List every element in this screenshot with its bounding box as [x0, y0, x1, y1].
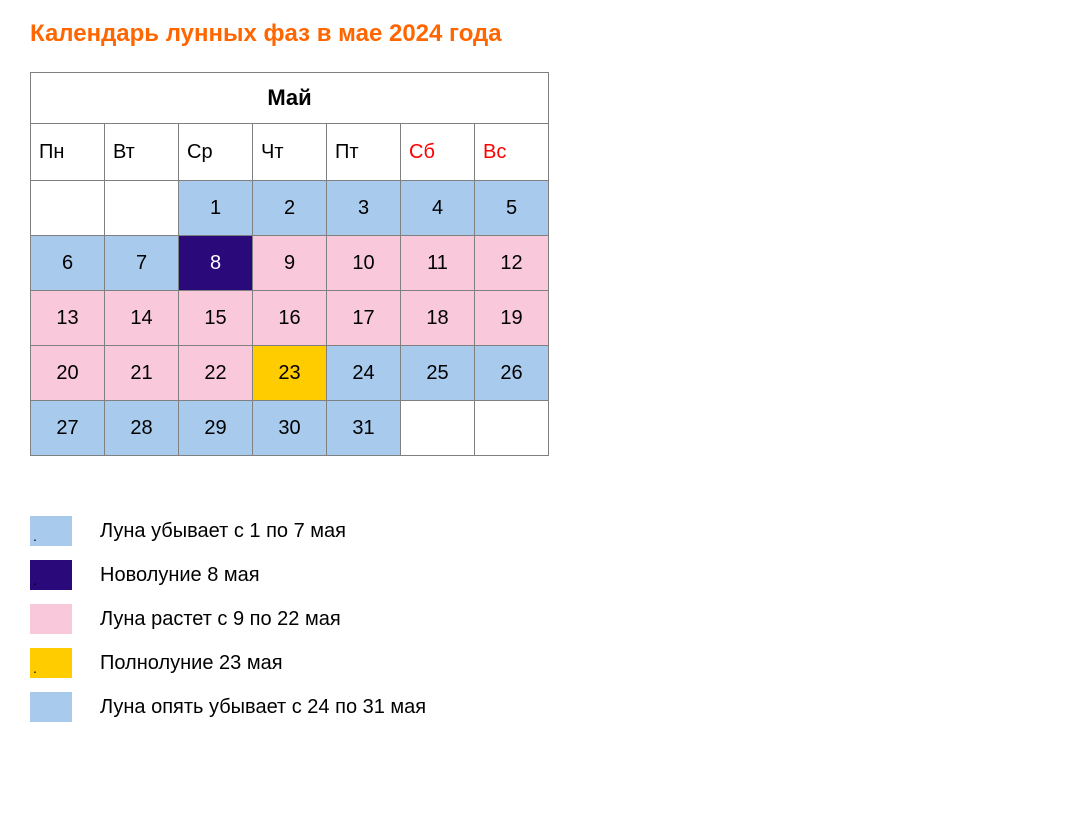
legend-label: Луна убывает с 1 по 7 мая — [100, 520, 346, 543]
day-1: 1 — [179, 181, 253, 236]
legend-row-4: Луна опять убывает с 24 по 31 мая — [30, 692, 1045, 722]
day-7: 7 — [105, 236, 179, 291]
legend-swatch — [30, 692, 72, 722]
day-15: 15 — [179, 291, 253, 346]
legend-row-1: . Новолуние 8 мая — [30, 560, 1045, 590]
legend-swatch: . — [30, 560, 72, 590]
day-27: 27 — [31, 401, 105, 456]
week-row: 6789101112 — [31, 236, 549, 291]
calendar-body: 1234567891011121314151617181920212223242… — [31, 181, 549, 456]
legend-label: Новолуние 8 мая — [100, 564, 260, 587]
day-14: 14 — [105, 291, 179, 346]
day-19: 19 — [475, 291, 549, 346]
page-title: Календарь лунных фаз в мае 2024 года — [30, 20, 1045, 48]
legend-swatch: . — [30, 516, 72, 546]
legend-swatch — [30, 604, 72, 634]
day-13: 13 — [31, 291, 105, 346]
day-9: 9 — [253, 236, 327, 291]
empty-day — [105, 181, 179, 236]
day-30: 30 — [253, 401, 327, 456]
day-12: 12 — [475, 236, 549, 291]
empty-day — [401, 401, 475, 456]
month-header: Май — [31, 73, 549, 124]
day-28: 28 — [105, 401, 179, 456]
legend-row-0: . Луна убывает с 1 по 7 мая — [30, 516, 1045, 546]
weekday-row: ПнВтСрЧтПтСбВс — [31, 124, 549, 181]
day-16: 16 — [253, 291, 327, 346]
legend-label: Луна опять убывает с 24 по 31 мая — [100, 696, 426, 719]
day-11: 11 — [401, 236, 475, 291]
day-25: 25 — [401, 346, 475, 401]
weekday-0: Пн — [31, 124, 105, 181]
day-20: 20 — [31, 346, 105, 401]
weekday-2: Ср — [179, 124, 253, 181]
day-8: 8 — [179, 236, 253, 291]
weekday-5: Сб — [401, 124, 475, 181]
legend-label: Полнолуние 23 мая — [100, 652, 283, 675]
day-22: 22 — [179, 346, 253, 401]
week-row: 2728293031 — [31, 401, 549, 456]
empty-day — [31, 181, 105, 236]
day-31: 31 — [327, 401, 401, 456]
day-2: 2 — [253, 181, 327, 236]
weekday-6: Вс — [475, 124, 549, 181]
day-29: 29 — [179, 401, 253, 456]
day-18: 18 — [401, 291, 475, 346]
day-4: 4 — [401, 181, 475, 236]
day-23: 23 — [253, 346, 327, 401]
legend-swatch: . — [30, 648, 72, 678]
day-6: 6 — [31, 236, 105, 291]
weekday-1: Вт — [105, 124, 179, 181]
weekday-3: Чт — [253, 124, 327, 181]
legend-row-2: Луна растет с 9 по 22 мая — [30, 604, 1045, 634]
week-row: 20212223242526 — [31, 346, 549, 401]
day-24: 24 — [327, 346, 401, 401]
day-5: 5 — [475, 181, 549, 236]
day-10: 10 — [327, 236, 401, 291]
lunar-calendar-table: Май ПнВтСрЧтПтСбВс 123456789101112131415… — [30, 72, 549, 456]
legend-row-3: . Полнолуние 23 мая — [30, 648, 1045, 678]
week-row: 12345 — [31, 181, 549, 236]
day-21: 21 — [105, 346, 179, 401]
day-26: 26 — [475, 346, 549, 401]
weekday-4: Пт — [327, 124, 401, 181]
legend: . Луна убывает с 1 по 7 мая. Новолуние 8 м… — [30, 516, 1045, 722]
empty-day — [475, 401, 549, 456]
legend-label: Луна растет с 9 по 22 мая — [100, 608, 341, 631]
week-row: 13141516171819 — [31, 291, 549, 346]
day-3: 3 — [327, 181, 401, 236]
day-17: 17 — [327, 291, 401, 346]
